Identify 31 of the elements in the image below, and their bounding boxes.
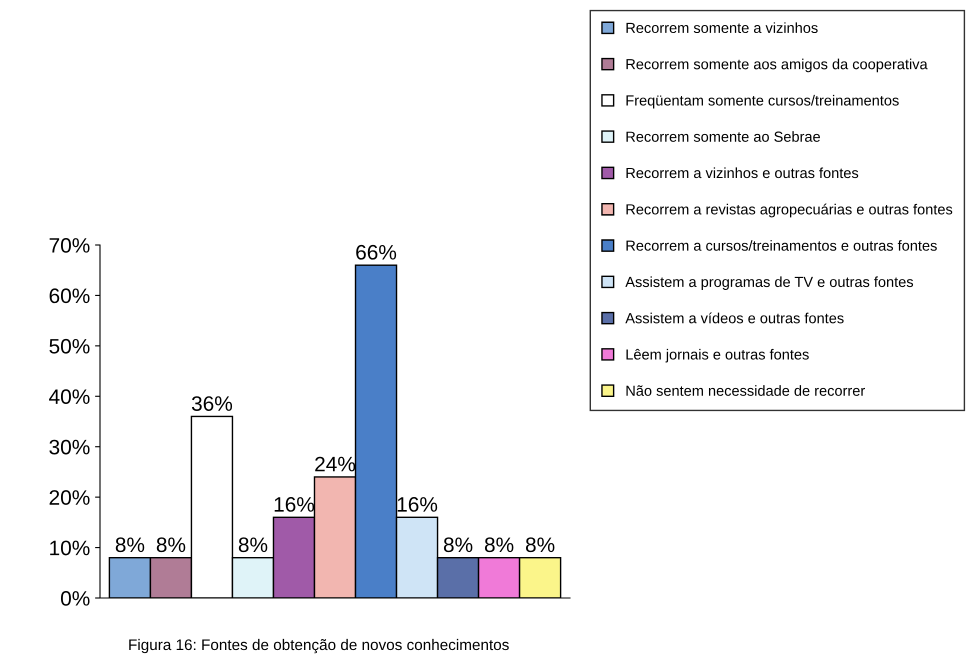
text: Figura 16: Fontes de obtenção de novos conhecimentos <box>129 638 509 654</box>
data-label: 8% <box>156 537 186 552</box>
data-label: 36% <box>192 396 232 411</box>
legend-label: Freqüentam somente cursos/treinamentos <box>626 94 899 108</box>
legend-label: Recorrem somente a vizinhos <box>626 22 818 34</box>
legend-label: Assistem a programas de TV e outras fontes <box>625 276 914 290</box>
data-label: 8% <box>526 537 554 552</box>
y-tick-label: 0% <box>60 591 90 606</box>
legend-label: Recorrem somente ao Sebrae <box>626 131 820 142</box>
data-label: 8% <box>116 537 144 552</box>
y-tick-label: 70% <box>50 238 90 253</box>
legend-label: Recorrem a cursos/treinamentos e outras fontes <box>626 240 937 251</box>
data-label: 8% <box>444 537 472 552</box>
y-tick-label: 30% <box>49 440 90 454</box>
data-label: 8% <box>238 537 268 552</box>
y-tick-label: 50% <box>49 338 90 354</box>
legend-label: Assistem a vídeos e outras fontes <box>625 312 844 324</box>
y-tick-label: 20% <box>50 490 90 505</box>
data-label: 24% <box>315 456 356 472</box>
legend-label: Lêem jornais e outras fontes <box>626 348 809 362</box>
legend-label: Não sentem necessidade de recorrer <box>626 385 865 396</box>
y-tick-label: 40% <box>49 389 90 404</box>
legend-label: Recorrem somente aos amigos da cooperativa <box>626 58 928 72</box>
data-label: 16% <box>274 497 314 512</box>
legend-label: Recorrem a vizinhos e outras fontes <box>626 167 858 178</box>
data-label: 66% <box>356 244 396 260</box>
y-tick-label: 10% <box>50 540 90 556</box>
legend-label: Recorrem a revistas agropecuárias e outras fontes <box>626 204 952 218</box>
data-label: 8% <box>484 537 514 552</box>
y-tick-label: 60% <box>50 288 90 304</box>
data-label: 16% <box>398 497 438 512</box>
